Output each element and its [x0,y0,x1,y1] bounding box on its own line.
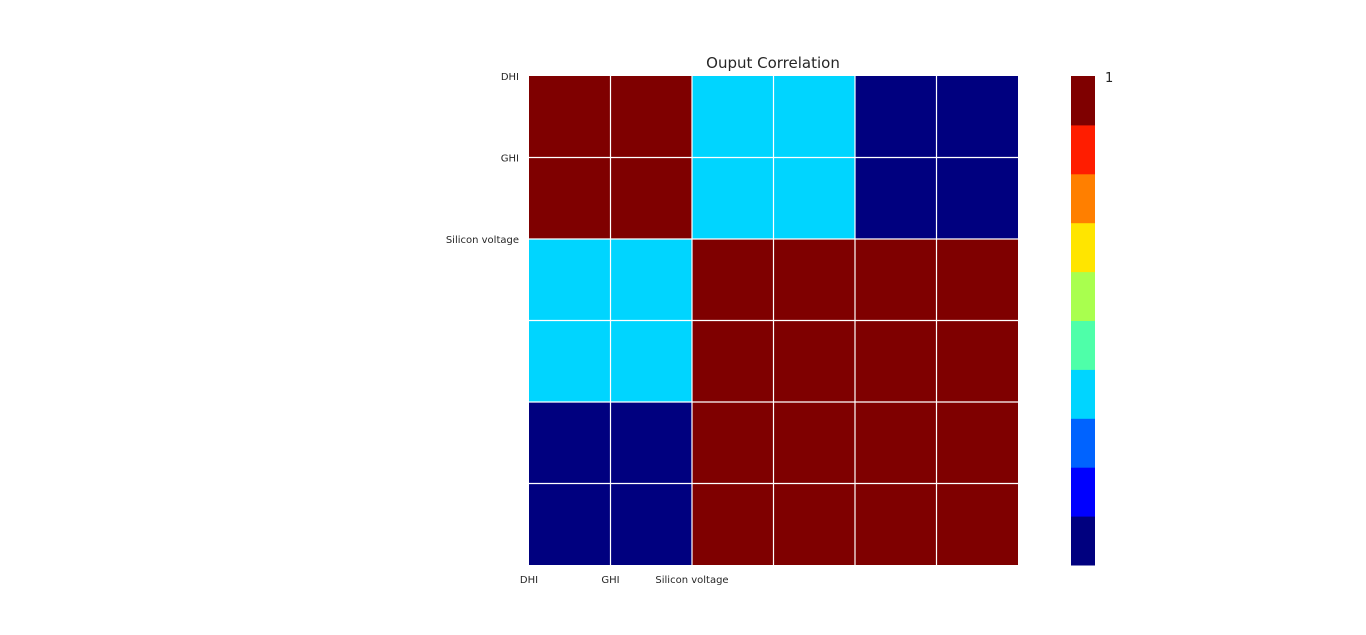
heatmap-cell-r4-c2 [692,402,774,484]
heatmap-cell-r1-c3 [773,157,855,239]
x-tick-label: Silicon voltage [655,575,728,586]
heatmap-cell-r0-c4 [855,76,937,158]
y-tick-label: GHI [501,154,519,165]
heatmap-cell-r1-c4 [855,157,937,239]
chart-title: Ouput Correlation [706,54,840,72]
heatmap-cell-r3-c5 [936,320,1018,402]
heatmap-cell-r0-c3 [773,76,855,158]
heatmap-cell-r0-c5 [936,76,1018,158]
y-axis-tick-labels: DHI GHI Silicon voltage [446,72,519,246]
heatmap-cell-r5-c0 [529,483,611,565]
heatmap-cell-r2-c5 [936,239,1018,321]
heatmap-cell-r3-c4 [855,320,937,402]
heatmap-cell-r1-c1 [610,157,692,239]
heatmap-cell-r3-c1 [610,320,692,402]
heatmap-cell-r1-c2 [692,157,774,239]
heatmap-cell-r5-c5 [936,483,1018,565]
x-tick-label: GHI [601,575,619,586]
colorbar-segment [1071,222,1095,273]
colorbar-segment [1071,124,1095,175]
heatmap-cell-r1-c5 [936,157,1018,239]
y-tick-label: DHI [501,72,519,83]
heatmap-cell-r4-c0 [529,402,611,484]
heatmap-cells [529,76,1018,565]
colorbar-segment [1071,320,1095,370]
colorbar-segment [1071,173,1095,224]
heatmap-cell-r5-c4 [855,483,937,565]
colorbar-segment [1071,271,1095,321]
heatmap-grid [529,76,1018,565]
heatmap-cell-r2-c2 [692,239,774,321]
heatmap-cell-r5-c3 [773,483,855,565]
colorbar-segment [1071,467,1095,517]
heatmap-cell-r3-c0 [529,320,611,402]
heatmap-cell-r3-c2 [692,320,774,402]
colorbar [1071,76,1095,566]
heatmap-cell-r2-c0 [529,239,611,321]
heatmap-cell-r0-c2 [692,76,774,158]
colorbar-segment [1071,418,1095,468]
heatmap-cell-r4-c3 [773,402,855,484]
heatmap-cell-r0-c1 [610,76,692,158]
y-tick-label: Silicon voltage [446,235,519,246]
heatmap-cell-r4-c4 [855,402,937,484]
heatmap-cell-r2-c4 [855,239,937,321]
heatmap-cell-r4-c1 [610,402,692,484]
heatmap-cell-r0-c0 [529,76,611,158]
x-axis-tick-labels: DHI GHI Silicon voltage [520,575,729,586]
heatmap-cell-r3-c3 [773,320,855,402]
heatmap-cell-r4-c5 [936,402,1018,484]
colorbar-segment [1071,76,1095,126]
heatmap-cell-r5-c2 [692,483,774,565]
heatmap-cell-r1-c0 [529,157,611,239]
colorbar-tick-label: 1 [1105,71,1113,86]
heatmap-cell-r2-c3 [773,239,855,321]
colorbar-segment [1071,369,1095,419]
heatmap-cell-r5-c1 [610,483,692,565]
x-tick-label: DHI [520,575,538,586]
colorbar-segment [1071,516,1095,566]
heatmap-cell-r2-c1 [610,239,692,321]
colorbar-tick-labels: 1 [1105,71,1113,86]
